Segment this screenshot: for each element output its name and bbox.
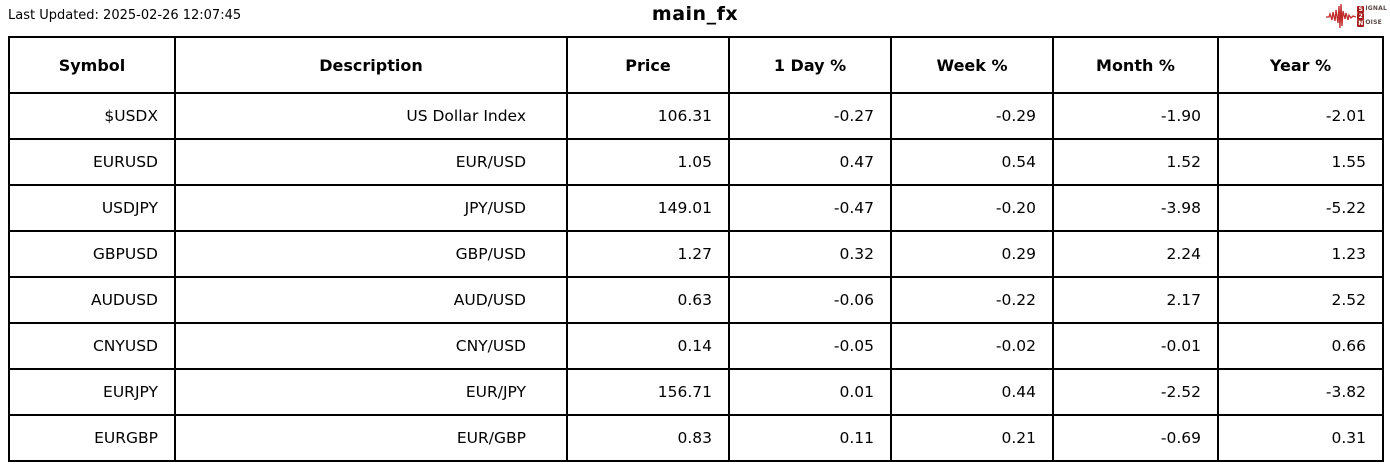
cell-year-pct: -2.01 — [1217, 92, 1384, 140]
cell-1day-pct: 0.47 — [728, 138, 892, 186]
cell-symbol: EURGBP — [8, 414, 176, 462]
cell-description: EUR/GBP — [174, 414, 568, 462]
cell-description: EUR/JPY — [174, 368, 568, 416]
cell-year-pct: 0.31 — [1217, 414, 1384, 462]
cell-description: CNY/USD — [174, 322, 568, 370]
cell-symbol: USDJPY — [8, 184, 176, 232]
cell-description: GBP/USD — [174, 230, 568, 278]
cell-symbol: EURUSD — [8, 138, 176, 186]
logo-line-2: 2 — [1357, 12, 1387, 20]
fx-table: Symbol Description Price 1 Day % Week % … — [8, 36, 1384, 462]
cell-month-pct: -1.90 — [1052, 92, 1219, 140]
logo-box-2: 2 — [1357, 12, 1365, 20]
cell-week-pct: -0.02 — [890, 322, 1054, 370]
cell-week-pct: -0.29 — [890, 92, 1054, 140]
table-row: AUDUSD AUD/USD 0.63 -0.06 -0.22 2.17 2.5… — [8, 276, 1384, 324]
col-header-1day: 1 Day % — [728, 36, 892, 94]
signal2noise-logo: S IGNAL 2 N OISE — [1326, 2, 1387, 30]
cell-year-pct: 0.66 — [1217, 322, 1384, 370]
cell-1day-pct: -0.06 — [728, 276, 892, 324]
col-header-month: Month % — [1052, 36, 1219, 94]
table-row: GBPUSD GBP/USD 1.27 0.32 0.29 2.24 1.23 — [8, 230, 1384, 278]
cell-month-pct: 2.17 — [1052, 276, 1219, 324]
cell-1day-pct: 0.01 — [728, 368, 892, 416]
cell-year-pct: 2.52 — [1217, 276, 1384, 324]
cell-year-pct: -5.22 — [1217, 184, 1384, 232]
cell-price: 1.05 — [566, 138, 730, 186]
logo-line-signal: S IGNAL — [1357, 4, 1387, 13]
cell-month-pct: 1.52 — [1052, 138, 1219, 186]
table-row: EURGBP EUR/GBP 0.83 0.11 0.21 -0.69 0.31 — [8, 414, 1384, 462]
table-row: USDJPY JPY/USD 149.01 -0.47 -0.20 -3.98 … — [8, 184, 1384, 232]
table-row: CNYUSD CNY/USD 0.14 -0.05 -0.02 -0.01 0.… — [8, 322, 1384, 370]
cell-1day-pct: -0.05 — [728, 322, 892, 370]
logo-box-s: S — [1357, 5, 1365, 13]
cell-description: EUR/USD — [174, 138, 568, 186]
cell-year-pct: -3.82 — [1217, 368, 1384, 416]
cell-price: 0.14 — [566, 322, 730, 370]
cell-month-pct: -2.52 — [1052, 368, 1219, 416]
table-row: $USDX US Dollar Index 106.31 -0.27 -0.29… — [8, 92, 1384, 140]
cell-month-pct: -3.98 — [1052, 184, 1219, 232]
cell-month-pct: 2.24 — [1052, 230, 1219, 278]
col-header-description: Description — [174, 36, 568, 94]
cell-week-pct: -0.20 — [890, 184, 1054, 232]
cell-symbol: CNYUSD — [8, 322, 176, 370]
col-header-week: Week % — [890, 36, 1054, 94]
cell-month-pct: -0.69 — [1052, 414, 1219, 462]
cell-price: 0.83 — [566, 414, 730, 462]
cell-1day-pct: -0.27 — [728, 92, 892, 140]
logo-line-noise: N OISE — [1357, 18, 1382, 27]
cell-week-pct: -0.22 — [890, 276, 1054, 324]
cell-price: 156.71 — [566, 368, 730, 416]
col-header-year: Year % — [1217, 36, 1384, 94]
cell-price: 106.31 — [566, 92, 730, 140]
cell-symbol: $USDX — [8, 92, 176, 140]
cell-description: US Dollar Index — [174, 92, 568, 140]
cell-symbol: GBPUSD — [8, 230, 176, 278]
col-header-price: Price — [566, 36, 730, 94]
col-header-symbol: Symbol — [8, 36, 176, 94]
cell-description: JPY/USD — [174, 184, 568, 232]
cell-week-pct: 0.21 — [890, 414, 1054, 462]
logo-text: S IGNAL 2 N OISE — [1357, 4, 1387, 27]
cell-week-pct: 0.29 — [890, 230, 1054, 278]
logo-box-n: N — [1357, 19, 1365, 27]
cell-symbol: AUDUSD — [8, 276, 176, 324]
cell-year-pct: 1.23 — [1217, 230, 1384, 278]
cell-1day-pct: 0.32 — [728, 230, 892, 278]
cell-1day-pct: -0.47 — [728, 184, 892, 232]
cell-description: AUD/USD — [174, 276, 568, 324]
cell-1day-pct: 0.11 — [728, 414, 892, 462]
cell-year-pct: 1.55 — [1217, 138, 1384, 186]
page-title: main_fx — [651, 3, 739, 25]
table-header-row: Symbol Description Price 1 Day % Week % … — [8, 36, 1384, 94]
table-row: EURUSD EUR/USD 1.05 0.47 0.54 1.52 1.55 — [8, 138, 1384, 186]
last-updated-text: Last Updated: 2025-02-26 12:07:45 — [8, 8, 242, 23]
waveform-icon — [1326, 3, 1357, 29]
cell-week-pct: 0.44 — [890, 368, 1054, 416]
cell-price: 149.01 — [566, 184, 730, 232]
cell-month-pct: -0.01 — [1052, 322, 1219, 370]
cell-week-pct: 0.54 — [890, 138, 1054, 186]
cell-symbol: EURJPY — [8, 368, 176, 416]
cell-price: 1.27 — [566, 230, 730, 278]
table-row: EURJPY EUR/JPY 156.71 0.01 0.44 -2.52 -3… — [8, 368, 1384, 416]
cell-price: 0.63 — [566, 276, 730, 324]
